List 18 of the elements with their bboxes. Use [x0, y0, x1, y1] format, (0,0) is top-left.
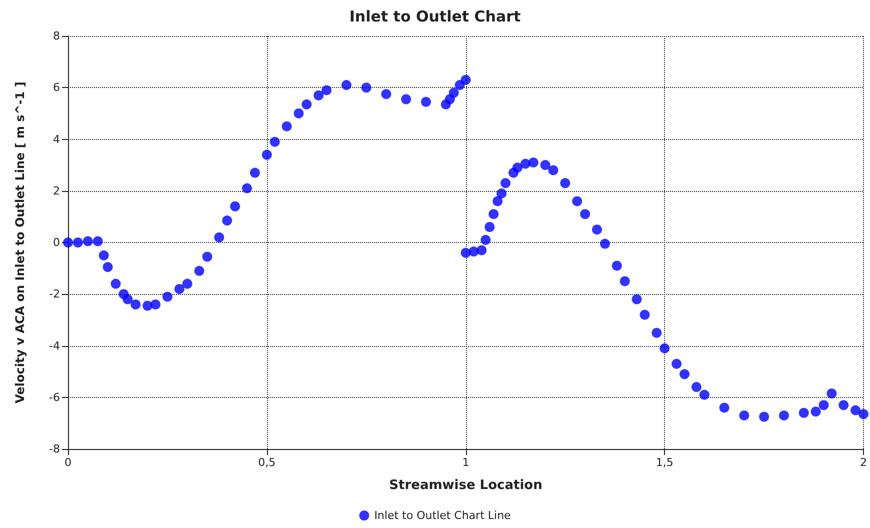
y-tick-label: -6	[49, 390, 60, 404]
legend-label: Inlet to Outlet Chart Line	[374, 509, 512, 522]
y-tick-label: 4	[53, 132, 60, 146]
y-tick-label: -8	[49, 442, 60, 456]
y-tick-label: 8	[53, 30, 60, 42]
chart-title: Inlet to Outlet Chart	[349, 8, 521, 26]
y-tick-label: -4	[49, 339, 60, 352]
x-tick-label: 2	[860, 456, 867, 469]
x-tick-label: 0,5	[258, 456, 276, 469]
x-tick-label: 1	[462, 456, 470, 469]
y-axis-title: Velocity v ACA on Inlet to Outlet Line [ m s^-1 ]	[13, 82, 27, 404]
x-tick-label: 1,5	[656, 456, 674, 469]
x-axis-title: Streamwise Location	[389, 478, 542, 493]
x-tick-label: 0	[64, 456, 72, 469]
y-tick-label: 2	[53, 184, 60, 198]
y-tick-label: 0	[53, 236, 60, 249]
y-tick-label: -2	[49, 288, 60, 301]
y-tick-label: 6	[53, 81, 60, 94]
